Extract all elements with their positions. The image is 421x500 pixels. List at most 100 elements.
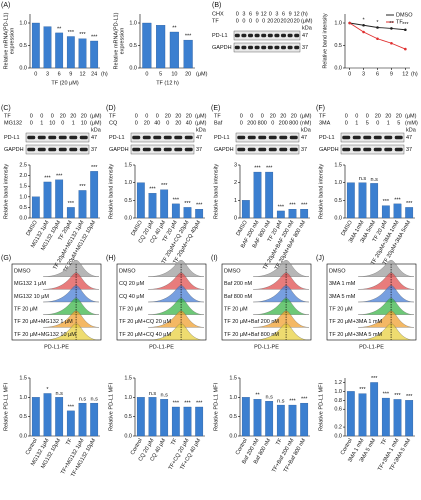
significance-label: ** [255, 393, 260, 399]
bar [276, 404, 285, 437]
x-tick-label: 10 [171, 71, 177, 77]
y-tick-label: 1.2 [334, 380, 342, 386]
treatment-dose: 20 [270, 113, 276, 119]
y-tick-label: 0.5 [229, 414, 237, 420]
legend-label: TF 20 μM [224, 306, 248, 312]
significance-label: *** [184, 400, 191, 406]
panel-label: (A) [1, 2, 10, 9]
significance-label: *** [161, 183, 168, 189]
significance-label: ** [389, 21, 394, 27]
treatment-dose: 3 [275, 11, 278, 17]
significance-label: n.s [79, 397, 87, 403]
y-tick-label: 1.0 [229, 395, 237, 401]
blot-band [287, 45, 293, 50]
treatment-dose: 1 [387, 120, 390, 126]
bar [90, 171, 99, 219]
blot-band [254, 33, 260, 38]
y-axis-label: Relative PD-L1 MFI [3, 383, 9, 431]
x-tick-label: 6 [58, 71, 61, 77]
significance-label: *** [254, 166, 261, 172]
blot-band [279, 135, 288, 140]
x-tick-label: 24 [91, 71, 97, 77]
treatment-unit: (μM) [90, 120, 102, 126]
bar [66, 207, 75, 219]
treatment-unit: (h) [301, 11, 308, 17]
significance-label: *** [402, 22, 409, 28]
histogram [148, 323, 205, 341]
kda-value: 37 [301, 147, 307, 153]
bar [241, 200, 250, 219]
blot-band [261, 45, 267, 50]
bar [160, 399, 169, 437]
treatment-dose: 5 [366, 120, 369, 126]
treatment-dose: 0 [240, 113, 243, 119]
blot-frame [340, 144, 405, 155]
blot-frame [25, 144, 90, 155]
y-tick-label: 1.0 [129, 20, 137, 26]
treatment-unit: (μM) [405, 113, 417, 119]
bar [300, 209, 309, 219]
x-tick-label: 6 [376, 71, 379, 77]
significance-label: *** [394, 197, 401, 203]
blot-band [142, 147, 151, 152]
treatment-dose: 0 [61, 120, 64, 126]
blot-band [184, 147, 193, 152]
y-axis-label: Relative PD-L1 MFI [108, 383, 114, 431]
significance-label: n.s [55, 391, 63, 397]
treatment-dose: 0 [40, 113, 43, 119]
x-axis-label: PD-L1-PE [359, 344, 384, 350]
significance-label: *** [56, 173, 63, 179]
bar [90, 40, 99, 69]
x-unit: (μM) [196, 71, 208, 77]
treatment-dose: 9 [256, 11, 259, 17]
y-tick-label: 1.0 [334, 180, 342, 186]
significance-label: n.s [277, 399, 285, 405]
panel-label: (F) [316, 105, 325, 112]
bar [142, 22, 152, 69]
treatment-name: Baf [214, 120, 223, 126]
blot-band [163, 147, 172, 152]
y-tick-label: 2 [234, 180, 237, 186]
significance-label: *** [184, 201, 191, 207]
treatment-dose: 20 [60, 113, 66, 119]
bar [195, 209, 204, 219]
y-tick-label: 0.5 [124, 414, 132, 420]
y-tick-label: 0.0 [129, 65, 137, 71]
blot-frame [235, 144, 300, 155]
kda-value: 47 [302, 33, 308, 39]
blot-band [241, 45, 247, 50]
band-name: GAPDH [214, 147, 234, 153]
blot-band [274, 45, 280, 50]
treatment-dose: 0 [262, 18, 265, 24]
legend-label: DMSO [224, 268, 241, 274]
bar [31, 196, 40, 219]
treatment-unit: (μM) [195, 113, 207, 119]
treatment-dose: 0 [271, 120, 274, 126]
significance-label: n.s [90, 397, 98, 403]
blot-band [289, 135, 298, 140]
bar [300, 402, 309, 437]
series-point [404, 47, 407, 51]
y-tick-label: 0.0 [19, 215, 27, 221]
legend-label: TF 20 μM [14, 306, 38, 312]
legend-label: CQ 20 μM [119, 281, 145, 287]
series-point [376, 26, 379, 29]
treatment-unit: (μM) [90, 113, 102, 119]
blot-band [237, 135, 246, 140]
significance-label: *** [196, 400, 203, 406]
kda-value: 37 [196, 147, 202, 153]
treatment-dose: 10 [81, 120, 87, 126]
kda-value: 47 [91, 135, 97, 141]
treatment-name: MG132 [4, 120, 22, 126]
significance-label: *** [289, 399, 296, 405]
kda-label: kDa [91, 127, 102, 133]
blot-band [234, 45, 240, 50]
significance-label: *** [394, 393, 401, 399]
kda-label: kDa [302, 25, 313, 31]
bar [43, 26, 52, 69]
treatment-dose: 0 [376, 120, 379, 126]
treatment-dose: 20 [280, 113, 286, 119]
histogram [148, 298, 205, 315]
kda-label: kDa [406, 127, 417, 133]
x-axis-label: PD-L1-PE [149, 344, 174, 350]
